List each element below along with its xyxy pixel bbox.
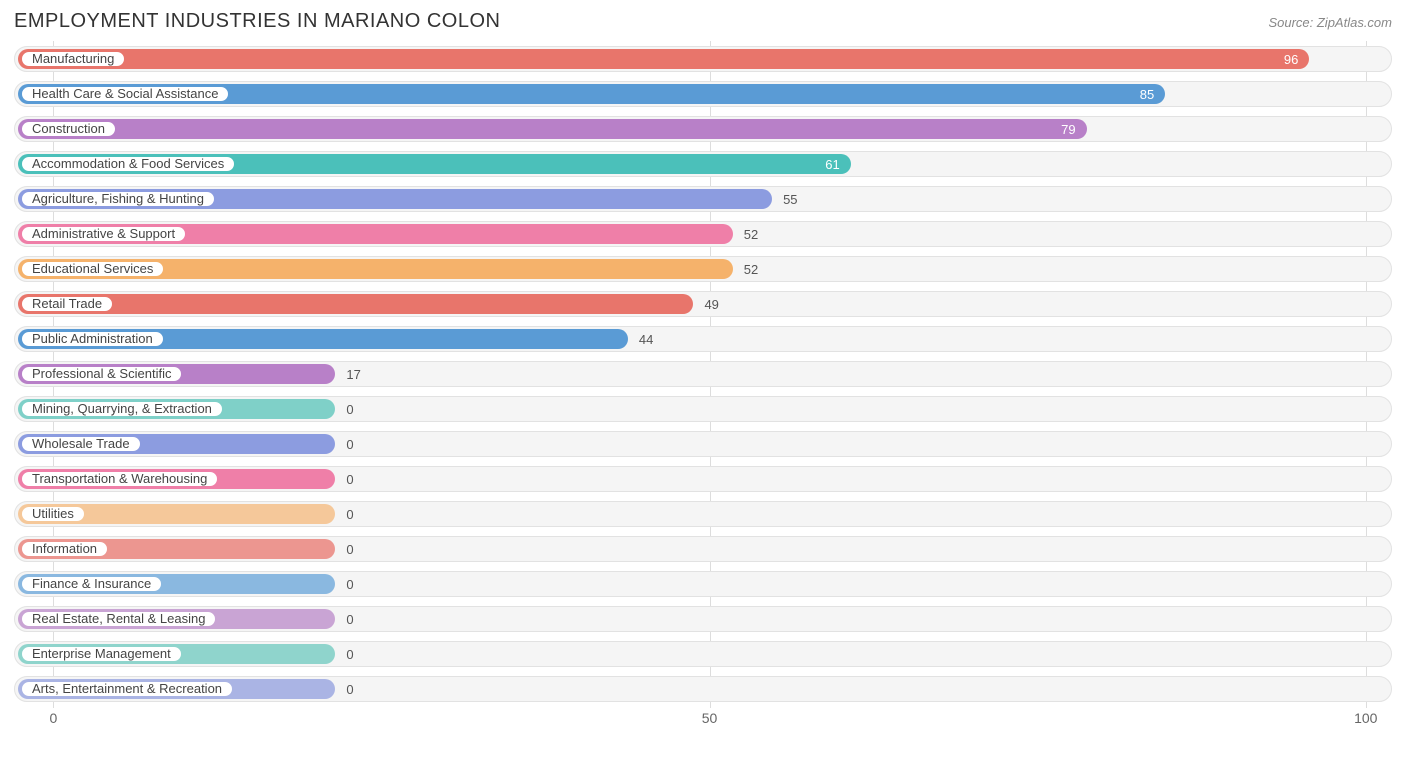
- bar-value-label: 0: [338, 537, 353, 563]
- bar-track: Information 0: [14, 536, 1392, 562]
- bar-label-pill: Administrative & Support: [21, 226, 186, 242]
- bar-row: Transportation & Warehousing 0: [14, 461, 1392, 496]
- chart-area: Manufacturing96 Health Care & Social Assi…: [14, 41, 1392, 730]
- bar-value-label: 96: [15, 47, 1308, 73]
- bar-row: Mining, Quarrying, & Extraction 0: [14, 391, 1392, 426]
- bar-row: Accommodation & Food Services61: [14, 146, 1392, 181]
- source-prefix: Source:: [1268, 15, 1316, 30]
- bar-row: Arts, Entertainment & Recreation 0: [14, 671, 1392, 706]
- bar-value-label: 52: [736, 222, 758, 248]
- bar-row: Finance & Insurance 0: [14, 566, 1392, 601]
- bar-value-label: 79: [15, 117, 1086, 143]
- bar-value-label: 0: [338, 502, 353, 528]
- bar-row: Professional & Scientific 17: [14, 356, 1392, 391]
- bar-value-label: 0: [338, 642, 353, 668]
- header: EMPLOYMENT INDUSTRIES IN MARIANO COLON S…: [14, 10, 1392, 33]
- x-axis: 0 50 100: [14, 708, 1392, 730]
- bar-track: Accommodation & Food Services61: [14, 151, 1392, 177]
- bar-row: Wholesale Trade 0: [14, 426, 1392, 461]
- bar-row: Educational Services 52: [14, 251, 1392, 286]
- bar-row: Enterprise Management 0: [14, 636, 1392, 671]
- bar-label-pill: Agriculture, Fishing & Hunting: [21, 191, 215, 207]
- bar-value-label: 0: [338, 397, 353, 423]
- bar-value-label: 49: [696, 292, 718, 318]
- bar-value-label: 44: [631, 327, 653, 353]
- bar-track: Manufacturing96: [14, 46, 1392, 72]
- bar-row: Construction79: [14, 111, 1392, 146]
- bar-value-label: 0: [338, 467, 353, 493]
- bar-row: Administrative & Support 52: [14, 216, 1392, 251]
- bar-value-label: 52: [736, 257, 758, 283]
- bar-track: Agriculture, Fishing & Hunting 55: [14, 186, 1392, 212]
- bar-label-pill: Information: [21, 541, 108, 557]
- bar-row: Public Administration 44: [14, 321, 1392, 356]
- chart-title: EMPLOYMENT INDUSTRIES IN MARIANO COLON: [14, 10, 500, 33]
- bar-track: Utilities 0: [14, 501, 1392, 527]
- bar-row: Retail Trade 49: [14, 286, 1392, 321]
- bar-track: Finance & Insurance 0: [14, 571, 1392, 597]
- bar-label-pill: Utilities: [21, 506, 85, 522]
- bar-track: Public Administration 44: [14, 326, 1392, 352]
- bar-label-pill: Transportation & Warehousing: [21, 471, 218, 487]
- bar-value-label: 17: [338, 362, 360, 388]
- bar-label-pill: Professional & Scientific: [21, 366, 182, 382]
- bar-track: Real Estate, Rental & Leasing 0: [14, 606, 1392, 632]
- bar-row: Real Estate, Rental & Leasing 0: [14, 601, 1392, 636]
- bar-track: Wholesale Trade 0: [14, 431, 1392, 457]
- bar-value-label: 0: [338, 432, 353, 458]
- bar-track: Retail Trade 49: [14, 291, 1392, 317]
- bar-label-pill: Mining, Quarrying, & Extraction: [21, 401, 223, 417]
- bar-label-pill: Arts, Entertainment & Recreation: [21, 681, 233, 697]
- bar: [18, 294, 693, 314]
- bar-label-pill: Enterprise Management: [21, 646, 182, 662]
- bar-track: Enterprise Management 0: [14, 641, 1392, 667]
- source-name: ZipAtlas.com: [1317, 15, 1392, 30]
- bar-track: Educational Services 52: [14, 256, 1392, 282]
- bar-value-label: 85: [15, 82, 1164, 108]
- bar-value-label: 0: [338, 607, 353, 633]
- bar-value-label: 0: [338, 677, 353, 703]
- bar-row: Health Care & Social Assistance85: [14, 76, 1392, 111]
- x-axis-tick: 100: [1354, 710, 1377, 726]
- source-attribution: Source: ZipAtlas.com: [1268, 15, 1392, 30]
- bar-label-pill: Educational Services: [21, 261, 164, 277]
- bar-row: Utilities 0: [14, 496, 1392, 531]
- bar-track: Construction79: [14, 116, 1392, 142]
- bar-value-label: 61: [15, 152, 850, 178]
- bar-rows: Manufacturing96 Health Care & Social Assi…: [14, 41, 1392, 706]
- bar-row: Manufacturing96: [14, 41, 1392, 76]
- x-axis-tick: 0: [49, 710, 57, 726]
- bar-track: Arts, Entertainment & Recreation 0: [14, 676, 1392, 702]
- bar-row: Agriculture, Fishing & Hunting 55: [14, 181, 1392, 216]
- bar-track: Mining, Quarrying, & Extraction 0: [14, 396, 1392, 422]
- bar-track: Administrative & Support 52: [14, 221, 1392, 247]
- bar-track: Professional & Scientific 17: [14, 361, 1392, 387]
- bar-label-pill: Public Administration: [21, 331, 164, 347]
- bar-label-pill: Finance & Insurance: [21, 576, 162, 592]
- bar-track: Transportation & Warehousing 0: [14, 466, 1392, 492]
- bar-track: Health Care & Social Assistance85: [14, 81, 1392, 107]
- bar-label-pill: Retail Trade: [21, 296, 113, 312]
- x-axis-tick: 50: [702, 710, 718, 726]
- bar-value-label: 0: [338, 572, 353, 598]
- bar-label-pill: Wholesale Trade: [21, 436, 141, 452]
- bar-row: Information 0: [14, 531, 1392, 566]
- bar-label-pill: Real Estate, Rental & Leasing: [21, 611, 216, 627]
- bar-value-label: 55: [775, 187, 797, 213]
